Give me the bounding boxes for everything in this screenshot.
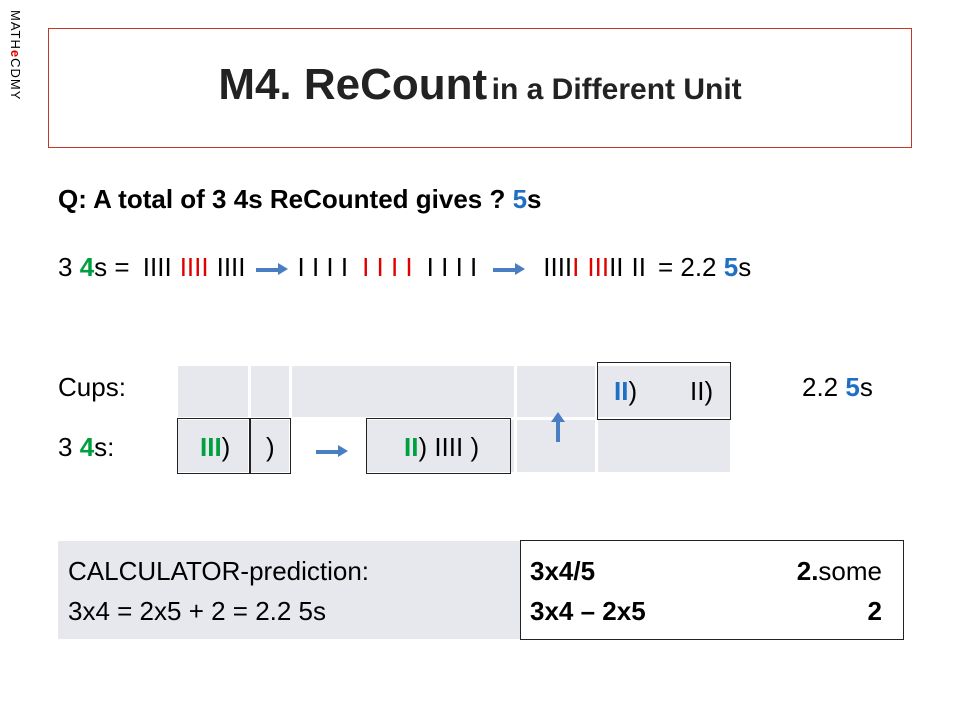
text: 2.2 (802, 372, 846, 402)
tally: III (587, 252, 610, 282)
arrow (255, 262, 288, 275)
brand-text: MATH (8, 10, 23, 50)
cup: III) (200, 432, 230, 463)
tally: I I I I (297, 252, 349, 282)
text: 5 (723, 252, 739, 282)
cell (251, 366, 289, 417)
text: 2. (796, 556, 819, 586)
question: Q: A total of 3 4s ReCounted gives ? 5s (58, 184, 542, 215)
title: M4. ReCount in a Different Unit (48, 60, 912, 110)
arrow (316, 445, 348, 457)
arrow (551, 412, 565, 442)
tally: IIII (142, 252, 172, 282)
calc-title: CALCULATOR-prediction: (68, 556, 370, 586)
question-text: 5 (512, 184, 528, 214)
divider (249, 418, 251, 474)
title-sub: in a Different Unit (491, 73, 742, 106)
question-text: Q: A total of 3 4s ReCounted gives ? (58, 184, 513, 214)
cell (251, 420, 289, 472)
cell (367, 420, 514, 472)
title-box (48, 28, 912, 148)
tally: III (200, 432, 222, 462)
tally: ) IIII ) (418, 432, 480, 462)
cups-result: 2.2 5s (802, 372, 873, 403)
tally: ) (266, 432, 275, 462)
arrow (493, 262, 526, 275)
cell (292, 366, 514, 417)
calc-result: 2.some (797, 556, 882, 587)
question-text: s (527, 184, 542, 214)
title-main: M4. ReCount (218, 60, 488, 109)
tally: II (614, 376, 629, 406)
tally: I I I I (426, 252, 478, 282)
text: 4 (79, 252, 95, 282)
text: 4 (79, 432, 95, 462)
text: 3 (58, 252, 80, 282)
cell (178, 420, 248, 472)
text: s = (94, 252, 137, 282)
cup: II) IIII ) (404, 432, 479, 463)
brand-text: CDMY (8, 58, 23, 101)
tally: ) (628, 376, 638, 406)
tally: II (609, 252, 624, 282)
cup: II) (614, 376, 637, 407)
cup-box (597, 362, 731, 420)
cell (517, 366, 595, 417)
tally: II) (690, 376, 714, 406)
text: = 2.2 (657, 252, 724, 282)
calc-right (520, 540, 904, 640)
calc-expr: 3x4/5 (530, 556, 596, 586)
cup-box (177, 418, 291, 474)
tally: IIII (179, 252, 209, 282)
text: s (859, 372, 873, 402)
tally: II (404, 432, 419, 462)
cell (598, 366, 730, 417)
text: 3 (58, 432, 80, 462)
tally: ) (221, 432, 231, 462)
tally: IIII (216, 252, 246, 282)
brand-text: e (8, 49, 23, 59)
tally: IIII (543, 252, 573, 282)
cup-box (366, 418, 511, 474)
text: some (818, 556, 882, 586)
text: s (738, 252, 752, 282)
cell (598, 420, 730, 472)
fours-label: 3 4s: (58, 432, 114, 463)
text: s: (94, 432, 115, 462)
cell (178, 366, 248, 417)
calc-equation: 3x4 = 2x5 + 2 = 2.2 5s (68, 596, 327, 626)
calc-result: 2 (867, 596, 882, 626)
text: 5 (845, 372, 860, 402)
tally: I (572, 252, 580, 282)
brand: MATHeCDMY (8, 10, 23, 100)
cups-label: Cups: (58, 372, 126, 402)
calc-expr: 3x4 – 2x5 (530, 596, 646, 626)
tally: II (631, 252, 646, 282)
calc-left (58, 541, 520, 639)
tally: I I I I (362, 252, 413, 282)
